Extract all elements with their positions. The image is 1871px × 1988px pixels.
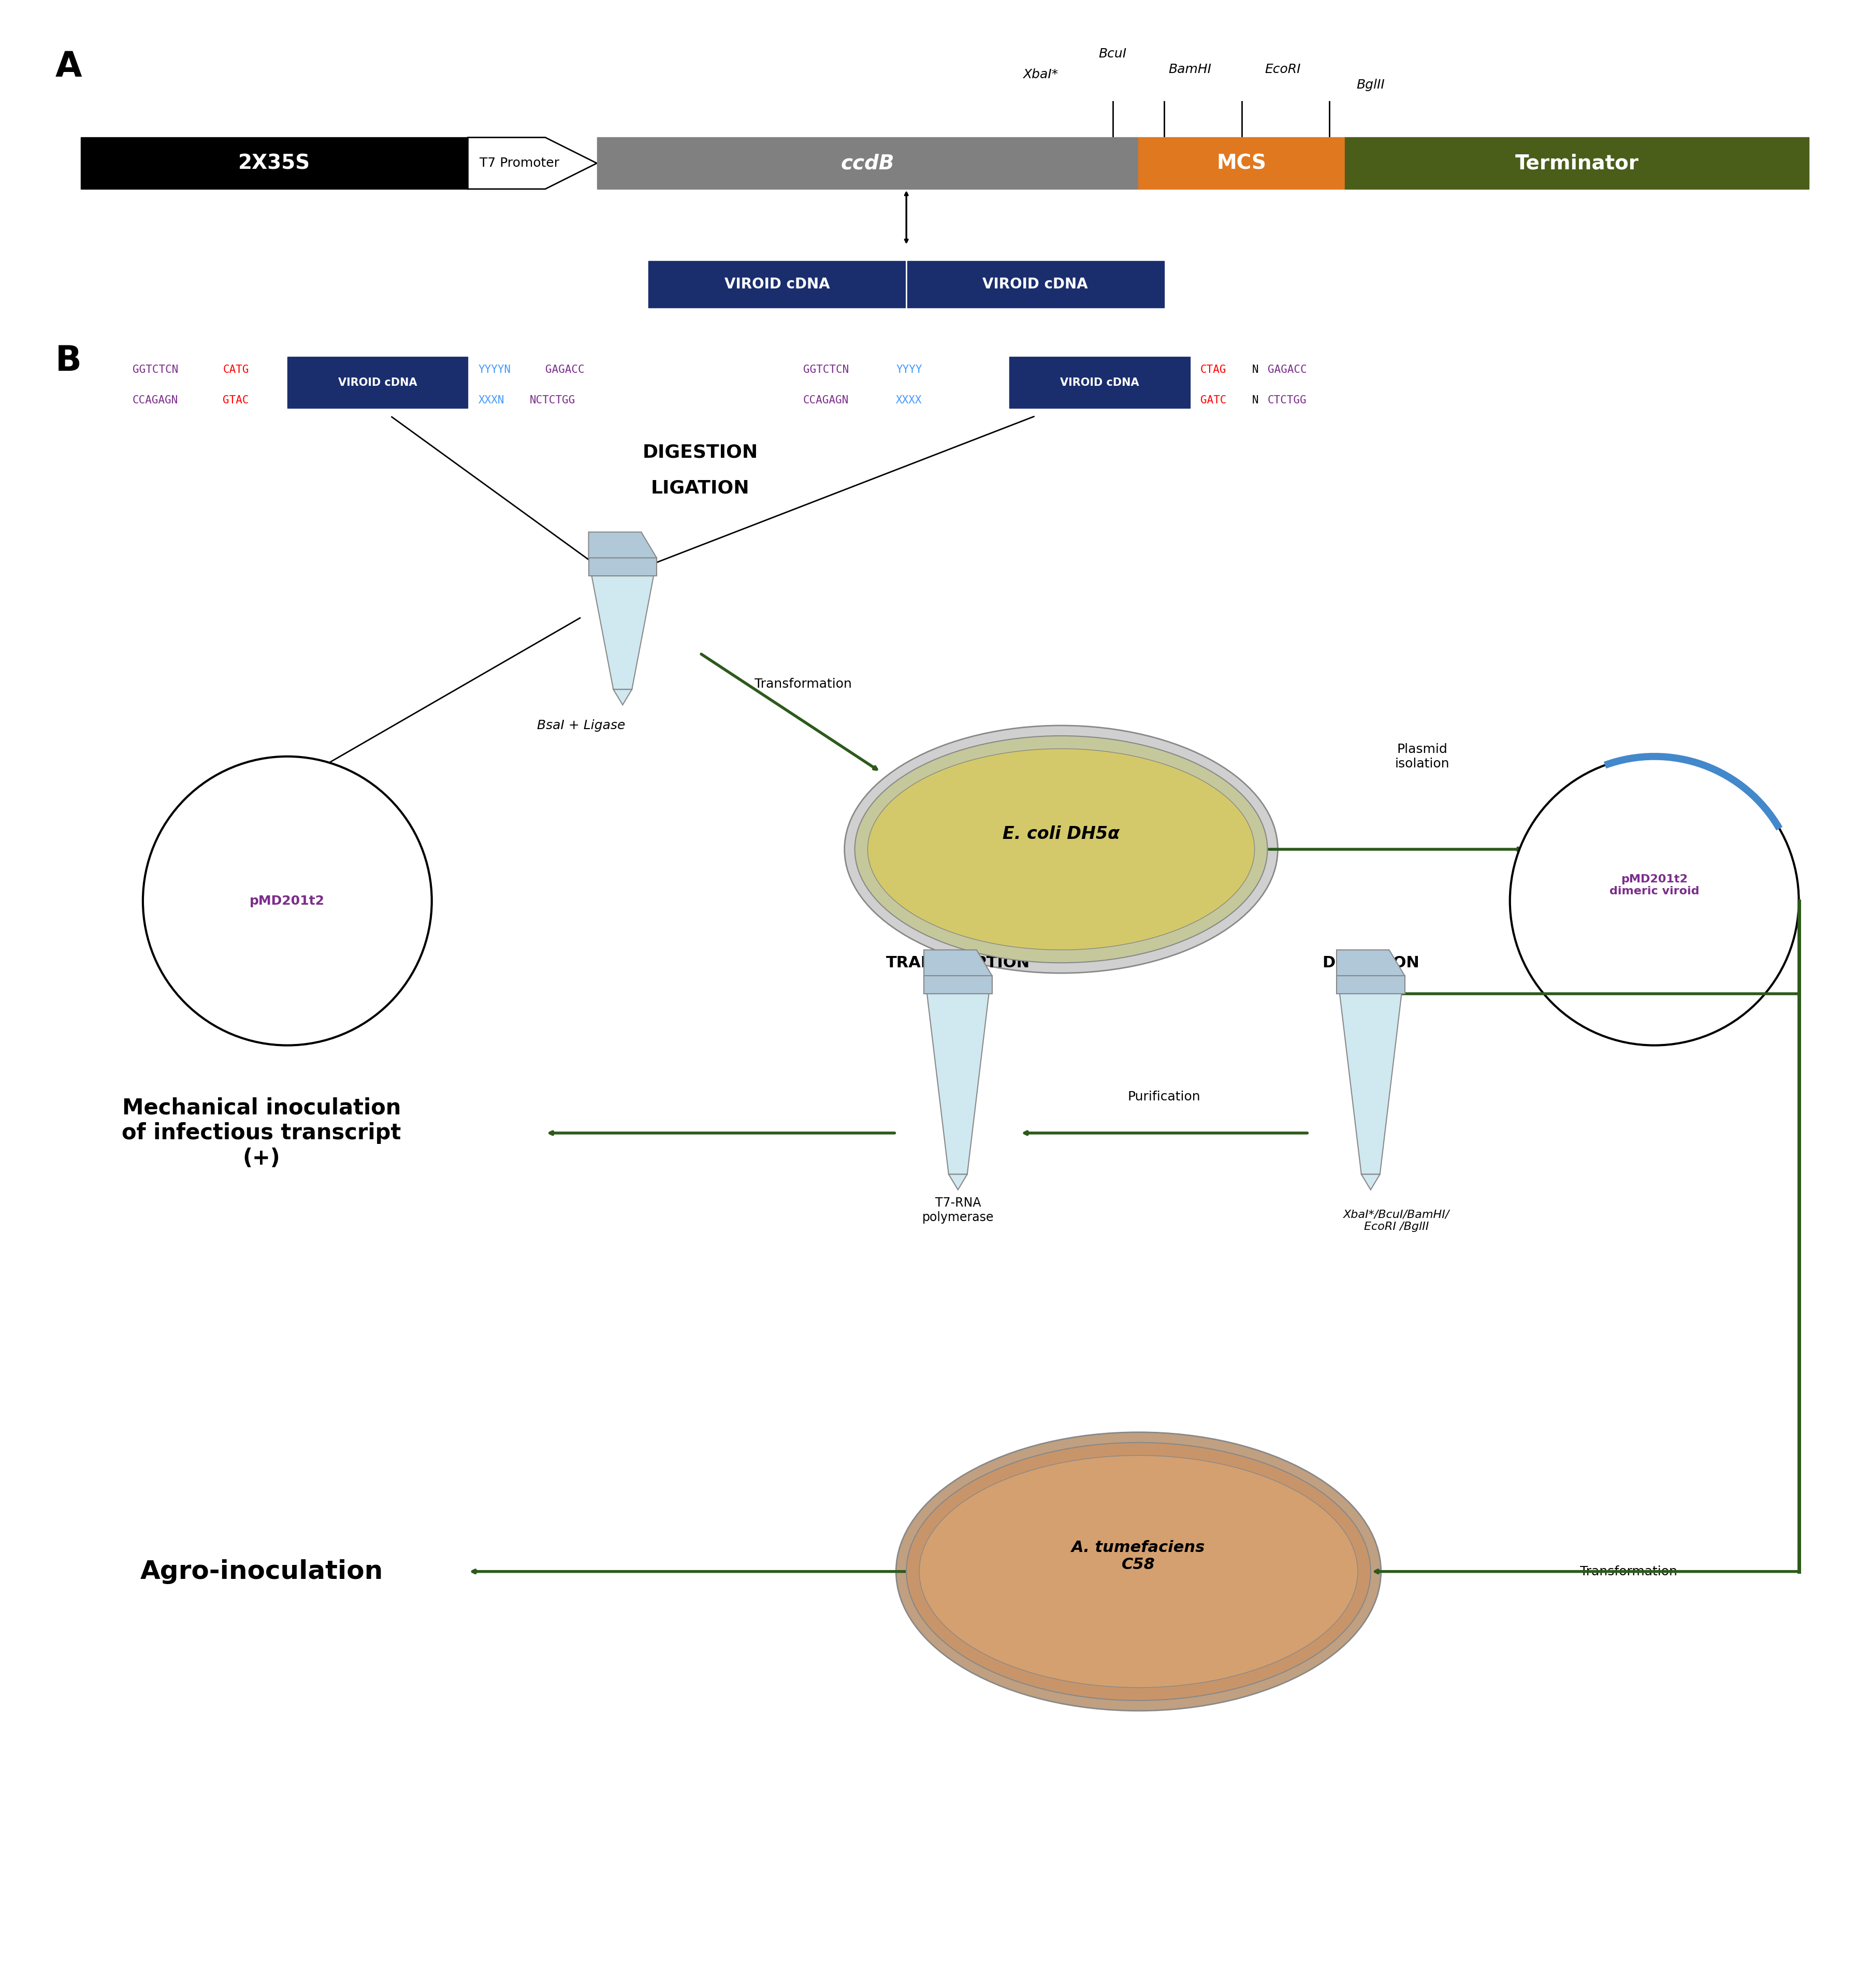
Text: A. tumefaciens
C58: A. tumefaciens C58 <box>1072 1541 1205 1573</box>
Text: Plasmid
isolation: Plasmid isolation <box>1396 744 1450 769</box>
Text: GGTCTCN: GGTCTCN <box>803 364 849 376</box>
Text: GATC: GATC <box>1201 396 1227 406</box>
Text: 2X35S: 2X35S <box>238 153 311 173</box>
Text: GAGACC: GAGACC <box>1267 364 1306 376</box>
Text: N: N <box>1252 364 1259 376</box>
FancyBboxPatch shape <box>589 559 657 577</box>
Ellipse shape <box>868 749 1255 950</box>
Text: B: B <box>54 344 82 378</box>
Polygon shape <box>924 950 992 976</box>
Text: TRANSCRIPTION: TRANSCRIPTION <box>887 956 1029 970</box>
FancyBboxPatch shape <box>924 976 992 994</box>
Text: XXXN: XXXN <box>479 396 505 406</box>
Text: GTAC: GTAC <box>223 396 249 406</box>
Text: XbaI*: XbaI* <box>1023 68 1059 82</box>
FancyBboxPatch shape <box>906 260 1164 308</box>
Text: VIROID cDNA: VIROID cDNA <box>982 276 1089 292</box>
Text: E. coli DH5α: E. coli DH5α <box>1003 825 1119 843</box>
Text: Mechanical inoculation
of infectious transcript
(+): Mechanical inoculation of infectious tra… <box>122 1097 400 1169</box>
Text: VIROID cDNA: VIROID cDNA <box>1061 378 1139 388</box>
Text: GAGACC: GAGACC <box>544 364 584 376</box>
Polygon shape <box>589 533 657 559</box>
Text: Purification: Purification <box>1128 1091 1201 1103</box>
Text: DIGESTION: DIGESTION <box>1323 956 1420 970</box>
Text: T7 Promoter: T7 Promoter <box>479 157 559 169</box>
Text: N: N <box>1252 396 1259 406</box>
Ellipse shape <box>844 726 1278 972</box>
Text: ccdB: ccdB <box>840 153 894 173</box>
Ellipse shape <box>919 1455 1358 1688</box>
FancyBboxPatch shape <box>1138 137 1345 189</box>
FancyBboxPatch shape <box>1336 976 1405 994</box>
Text: BcuI: BcuI <box>1098 48 1126 60</box>
Text: EcoRI: EcoRI <box>1265 64 1300 76</box>
Text: VIROID cDNA: VIROID cDNA <box>339 378 417 388</box>
Ellipse shape <box>855 736 1267 962</box>
Text: CATG: CATG <box>223 364 249 376</box>
Text: YYYY: YYYY <box>896 364 922 376</box>
FancyBboxPatch shape <box>597 137 1138 189</box>
FancyBboxPatch shape <box>1010 356 1190 408</box>
Text: T7-RNA
polymerase: T7-RNA polymerase <box>922 1197 994 1225</box>
Ellipse shape <box>906 1443 1371 1700</box>
Circle shape <box>1510 757 1798 1046</box>
Text: XbaI*/BcuI/BamHI/
EcoRI /BglII: XbaI*/BcuI/BamHI/ EcoRI /BglII <box>1343 1209 1450 1233</box>
Polygon shape <box>1336 950 1405 976</box>
Text: LIGATION: LIGATION <box>651 479 750 497</box>
Circle shape <box>142 757 432 1046</box>
Text: CCAGAGN: CCAGAGN <box>133 396 178 406</box>
Text: YYYYN: YYYYN <box>479 364 511 376</box>
Text: pMD201t2: pMD201t2 <box>249 895 326 907</box>
Text: A: A <box>54 50 82 83</box>
Text: Transformation: Transformation <box>1579 1565 1676 1578</box>
Polygon shape <box>1340 994 1401 1175</box>
Polygon shape <box>926 994 990 1175</box>
Text: BglII: BglII <box>1356 80 1385 91</box>
Text: Transformation: Transformation <box>754 678 851 690</box>
Text: BamHI: BamHI <box>1169 64 1212 76</box>
Text: DIGESTION: DIGESTION <box>642 443 758 461</box>
FancyBboxPatch shape <box>80 137 468 189</box>
FancyBboxPatch shape <box>1345 137 1809 189</box>
Ellipse shape <box>896 1431 1381 1712</box>
Text: MCS: MCS <box>1216 153 1267 173</box>
Text: NCTCTGG: NCTCTGG <box>529 396 576 406</box>
Text: pMD201t2
dimeric viroid: pMD201t2 dimeric viroid <box>1609 875 1699 897</box>
Text: Terminator: Terminator <box>1516 153 1639 173</box>
Polygon shape <box>468 137 597 189</box>
Polygon shape <box>949 1175 967 1189</box>
Polygon shape <box>614 690 632 706</box>
Text: CTAG: CTAG <box>1201 364 1227 376</box>
Text: XXXX: XXXX <box>896 396 922 406</box>
FancyBboxPatch shape <box>649 260 906 308</box>
Text: CCAGAGN: CCAGAGN <box>803 396 849 406</box>
Polygon shape <box>591 577 653 690</box>
Text: VIROID cDNA: VIROID cDNA <box>724 276 831 292</box>
Text: BsaI + Ligase: BsaI + Ligase <box>537 720 625 732</box>
Text: Agro-inoculation: Agro-inoculation <box>140 1559 384 1584</box>
Text: GGTCTCN: GGTCTCN <box>133 364 178 376</box>
FancyBboxPatch shape <box>288 356 468 408</box>
Text: CTCTGG: CTCTGG <box>1267 396 1306 406</box>
Polygon shape <box>1362 1175 1381 1189</box>
